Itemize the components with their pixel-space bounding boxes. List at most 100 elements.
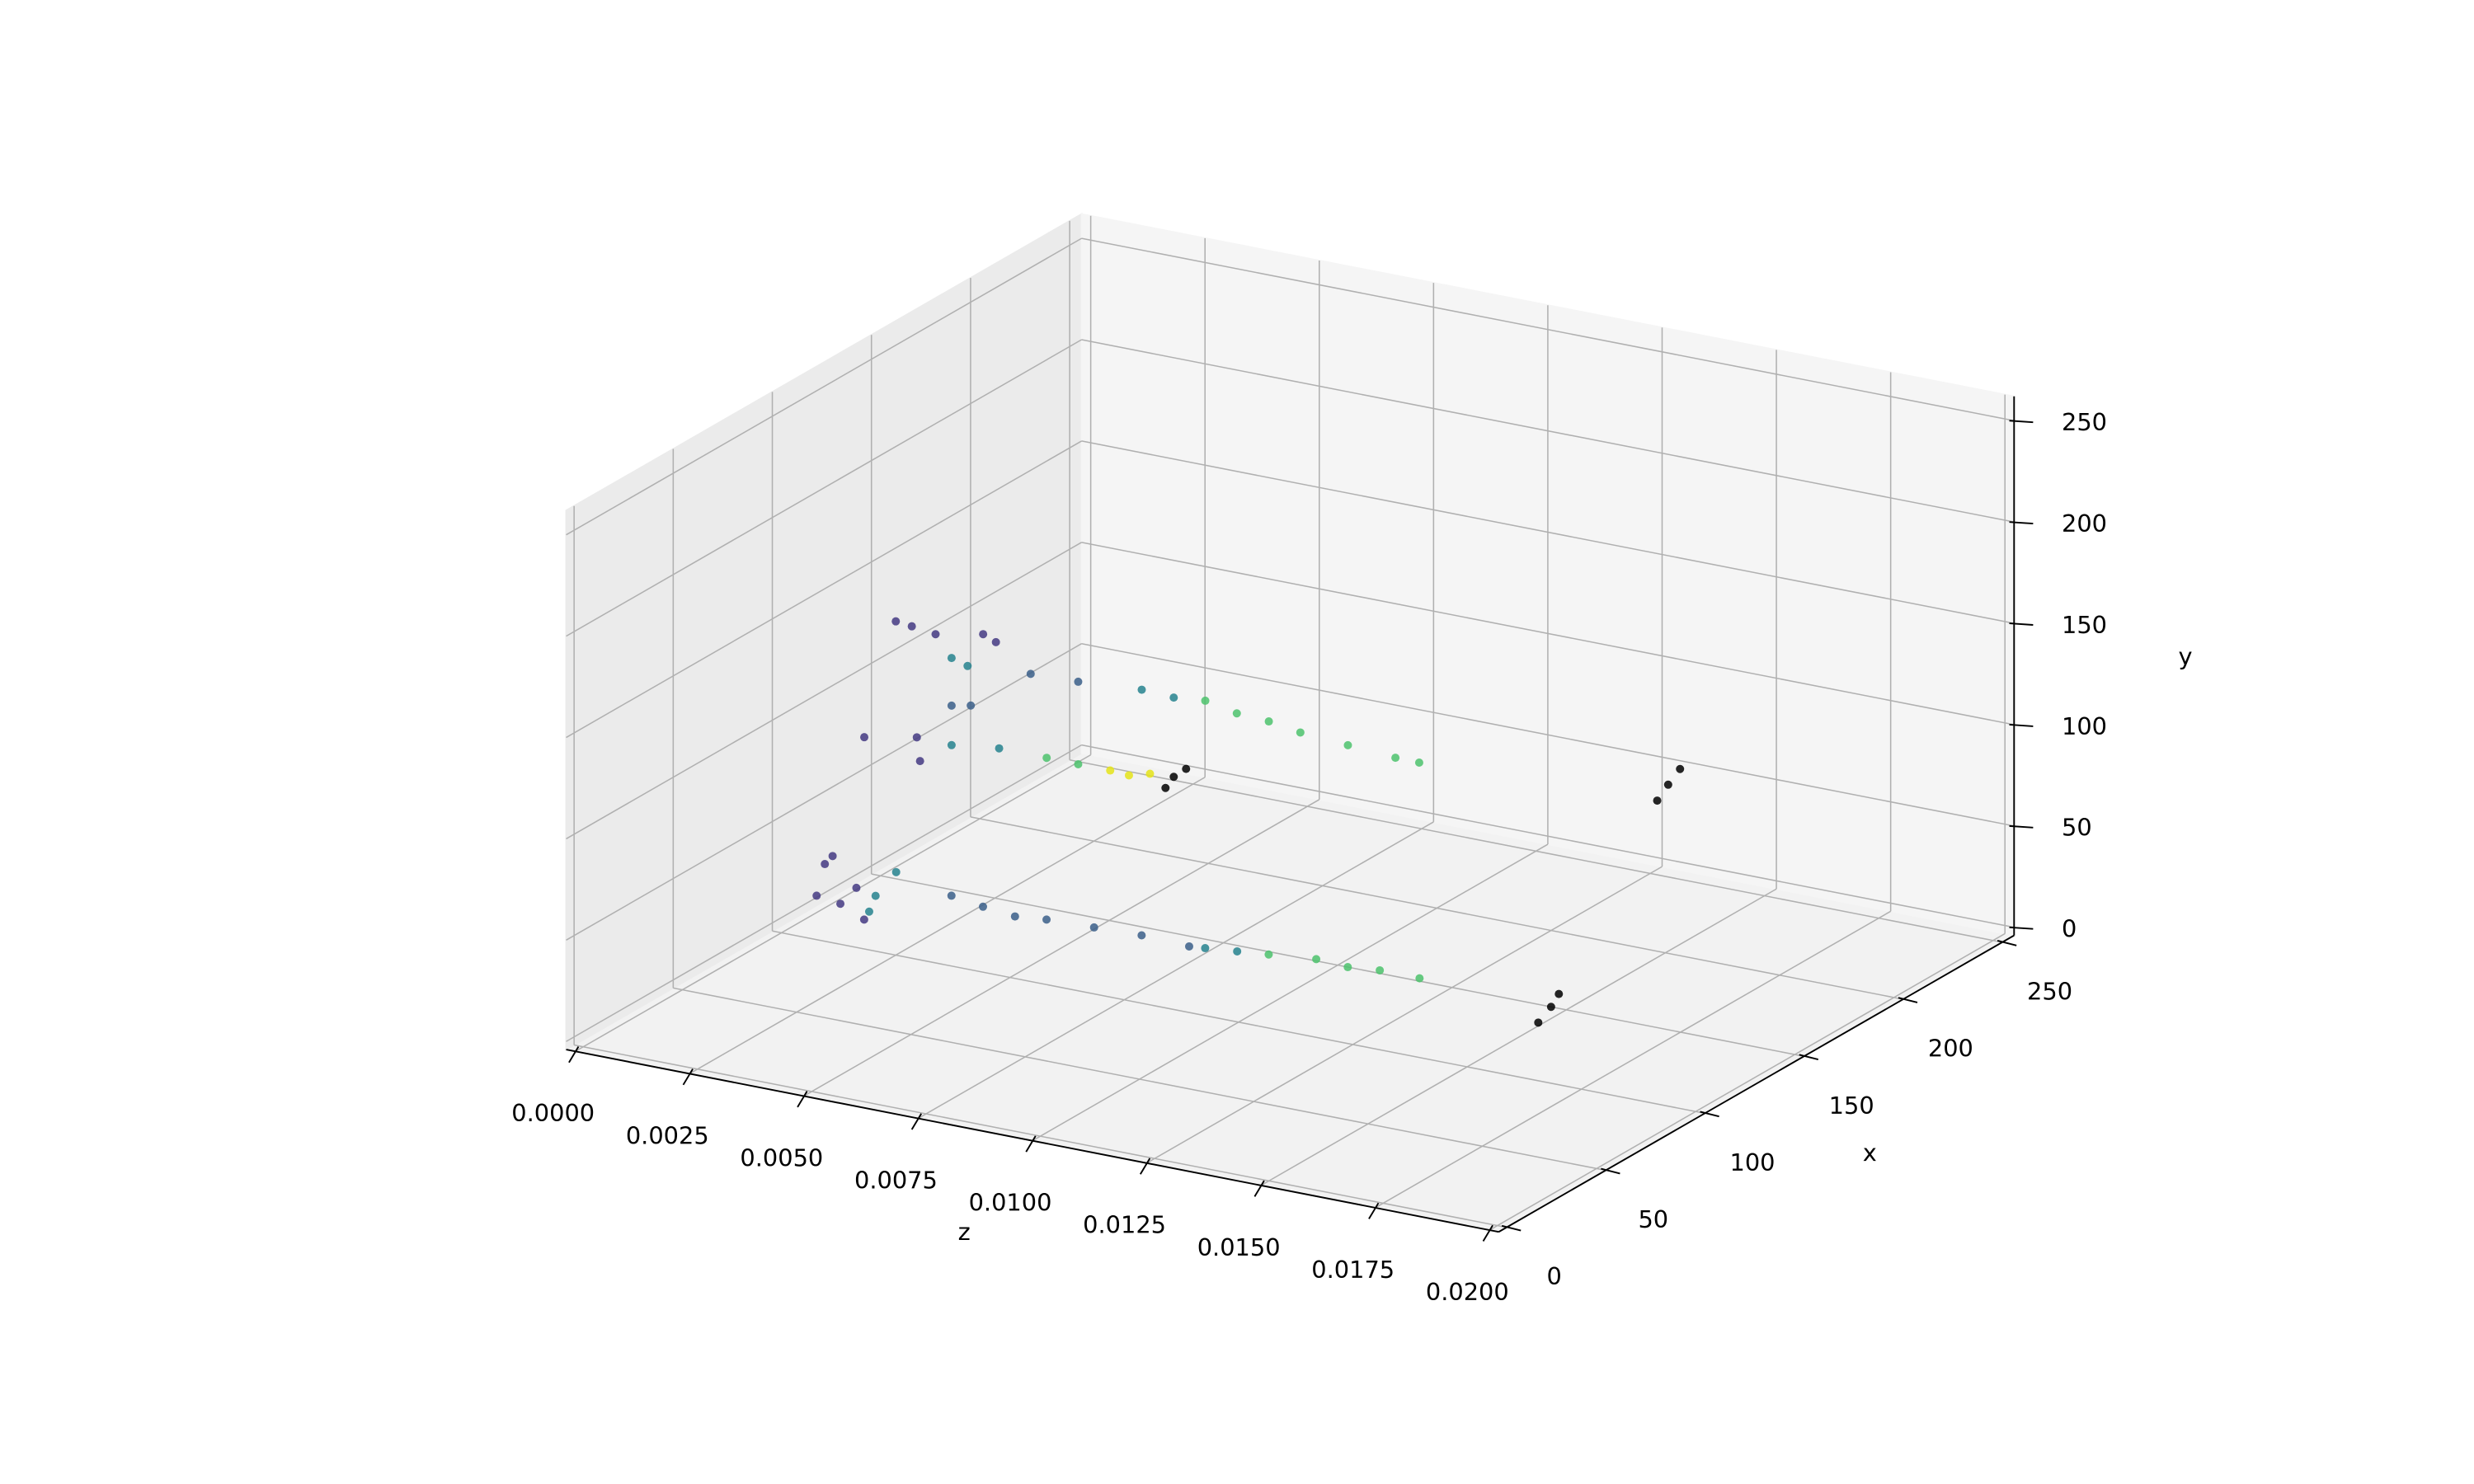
point [821, 860, 830, 869]
z-tick-label: 0.0150 [1197, 1233, 1281, 1261]
point [1554, 989, 1564, 998]
z-tick [1482, 1224, 1493, 1242]
z-tick [1139, 1158, 1151, 1175]
point [979, 630, 988, 639]
point [963, 661, 972, 670]
grid-line [871, 873, 1804, 1057]
grid-line [917, 821, 1434, 1120]
point [1042, 915, 1051, 924]
z-tick-label: 0.0100 [969, 1189, 1052, 1217]
point [1137, 685, 1146, 694]
y-tick-label: 200 [2062, 510, 2107, 538]
point [1201, 696, 1210, 705]
z-axis-label: z [958, 1218, 971, 1246]
grid-line [772, 930, 1705, 1115]
z-tick-label: 0.0125 [1083, 1211, 1166, 1239]
grid-line [1375, 910, 1892, 1209]
point [864, 907, 873, 916]
grid-line [1081, 339, 2015, 523]
point [907, 622, 916, 631]
point [1042, 754, 1051, 763]
x-tick-label: 50 [1638, 1205, 1668, 1233]
z-tick-label: 0.0050 [740, 1144, 823, 1172]
point [1343, 963, 1352, 972]
point [871, 891, 880, 900]
point [1312, 955, 1321, 964]
point [1161, 783, 1170, 792]
z-tick-label: 0.0175 [1311, 1256, 1395, 1284]
y-tick-label: 50 [2062, 814, 2092, 842]
point [1546, 1003, 1555, 1012]
z-tick-label: 0.0200 [1426, 1278, 1509, 1306]
point [1137, 931, 1146, 940]
grid-line [566, 744, 1082, 1042]
grid-line [803, 799, 1320, 1097]
grid-line [566, 339, 1082, 637]
z-tick [910, 1113, 923, 1130]
z-tick [568, 1045, 580, 1064]
grid-line [1489, 932, 2006, 1231]
point [1124, 771, 1133, 780]
y-tick-label: 100 [2062, 712, 2107, 740]
grid-line [1081, 542, 2015, 726]
point [1182, 764, 1191, 773]
z-tick-label: 0.0075 [854, 1166, 938, 1194]
point [1233, 946, 1242, 956]
point [828, 852, 837, 861]
point [1074, 677, 1083, 686]
point [1534, 1018, 1543, 1027]
grid-line [1146, 866, 1663, 1164]
point [1232, 709, 1241, 718]
x-tick-label: 100 [1729, 1148, 1775, 1176]
point [852, 883, 861, 892]
point [891, 617, 901, 626]
point [995, 744, 1004, 753]
point [1415, 974, 1424, 983]
grid-line [566, 542, 1082, 840]
grid-line [1260, 888, 1777, 1186]
grid-line [689, 777, 1206, 1075]
z-tick [1253, 1180, 1265, 1197]
x-tick-label: 150 [1829, 1092, 1874, 1120]
x-axis-label: x [1863, 1139, 1877, 1167]
point [912, 733, 921, 742]
point [947, 740, 956, 749]
grid-line [1081, 642, 2015, 827]
x-tick-label: 250 [2027, 977, 2072, 1005]
point [1201, 944, 1210, 953]
point [1343, 740, 1352, 749]
point [859, 915, 868, 924]
point [1145, 769, 1155, 778]
y-tick-label: 250 [2062, 408, 2107, 436]
x-tick [1997, 940, 2017, 946]
grid-line [566, 643, 1082, 942]
y-tick-label: 150 [2062, 611, 2107, 639]
point [931, 630, 940, 639]
y-tick-label: 0 [2062, 915, 2077, 943]
point [1010, 912, 1019, 921]
grid-line [1081, 440, 2015, 624]
z-tick [1368, 1202, 1380, 1219]
grid-line [566, 440, 1082, 739]
grid-line [1081, 237, 2015, 422]
x-tick-label: 200 [1928, 1035, 1973, 1063]
point [1089, 923, 1098, 932]
x-tick [1501, 1224, 1522, 1232]
grid [566, 215, 2015, 1231]
point [891, 867, 901, 876]
grid-line [673, 987, 1606, 1172]
point [991, 637, 1000, 646]
point [1663, 780, 1672, 789]
point [967, 701, 976, 710]
x-tick-label: 0 [1546, 1262, 1561, 1290]
point [1169, 773, 1178, 782]
z-tick-label: 0.0000 [511, 1099, 595, 1127]
point [1169, 693, 1178, 702]
axis-line [1498, 934, 2015, 1233]
point [1414, 758, 1423, 767]
point [1026, 669, 1035, 679]
panes [563, 212, 2017, 1233]
z-tick [1025, 1135, 1037, 1153]
